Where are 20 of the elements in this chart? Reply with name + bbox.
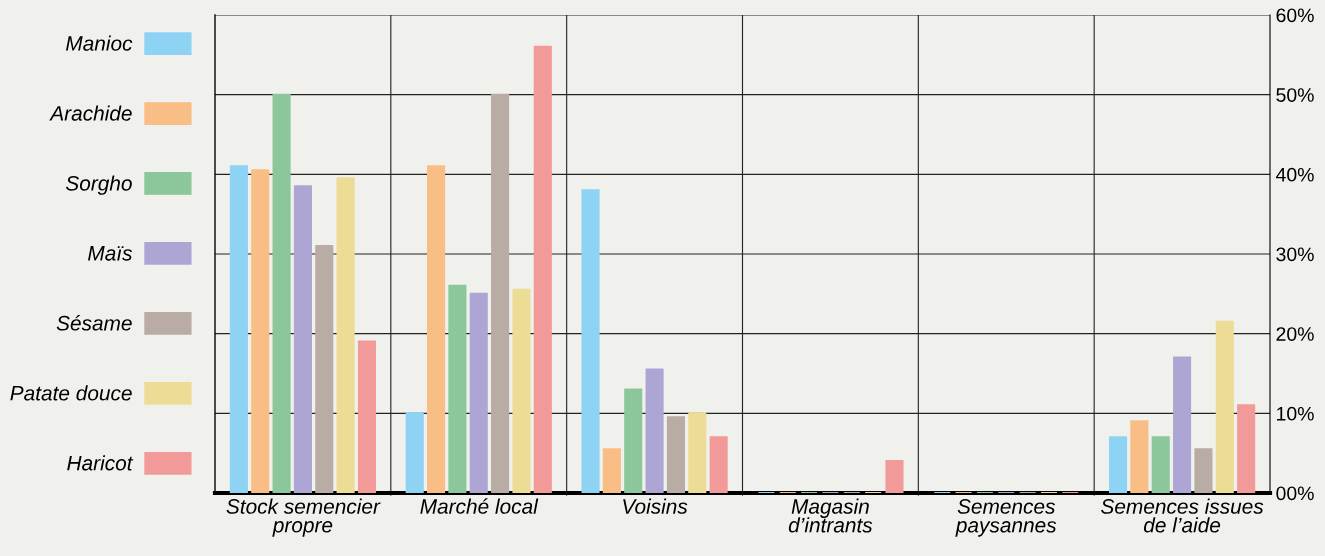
legend-label: Arachide: [49, 105, 132, 121]
y-tick-label: 20%: [1276, 327, 1314, 341]
legend-label: Sésame: [56, 315, 132, 331]
legend-label: Sorgho: [65, 175, 132, 195]
y-tick-label: 00%: [1276, 486, 1314, 501]
y-tick-label: 30%: [1276, 247, 1314, 262]
x-tick-label: Stock semencier propre: [226, 498, 381, 537]
x-tick-label: Semences issues de l’aide: [1101, 498, 1264, 533]
x-tick-label: Magasin d’intrants: [788, 498, 873, 533]
y-tick-label: 50%: [1276, 88, 1314, 102]
legend-label: Haricot: [67, 455, 134, 471]
y-tick-label: 10%: [1277, 406, 1314, 421]
legend-label: Patate douce: [10, 385, 132, 401]
x-tick-label: Marché local: [420, 498, 539, 514]
legend-label: Manioc: [65, 35, 133, 51]
x-tick-label: Semences paysannes: [955, 499, 1057, 537]
y-tick-label: 40%: [1276, 167, 1314, 182]
y-tick-label: 60%: [1276, 8, 1314, 23]
legend-label: Maïs: [88, 246, 133, 261]
x-tick-label: Voisins: [623, 498, 688, 514]
